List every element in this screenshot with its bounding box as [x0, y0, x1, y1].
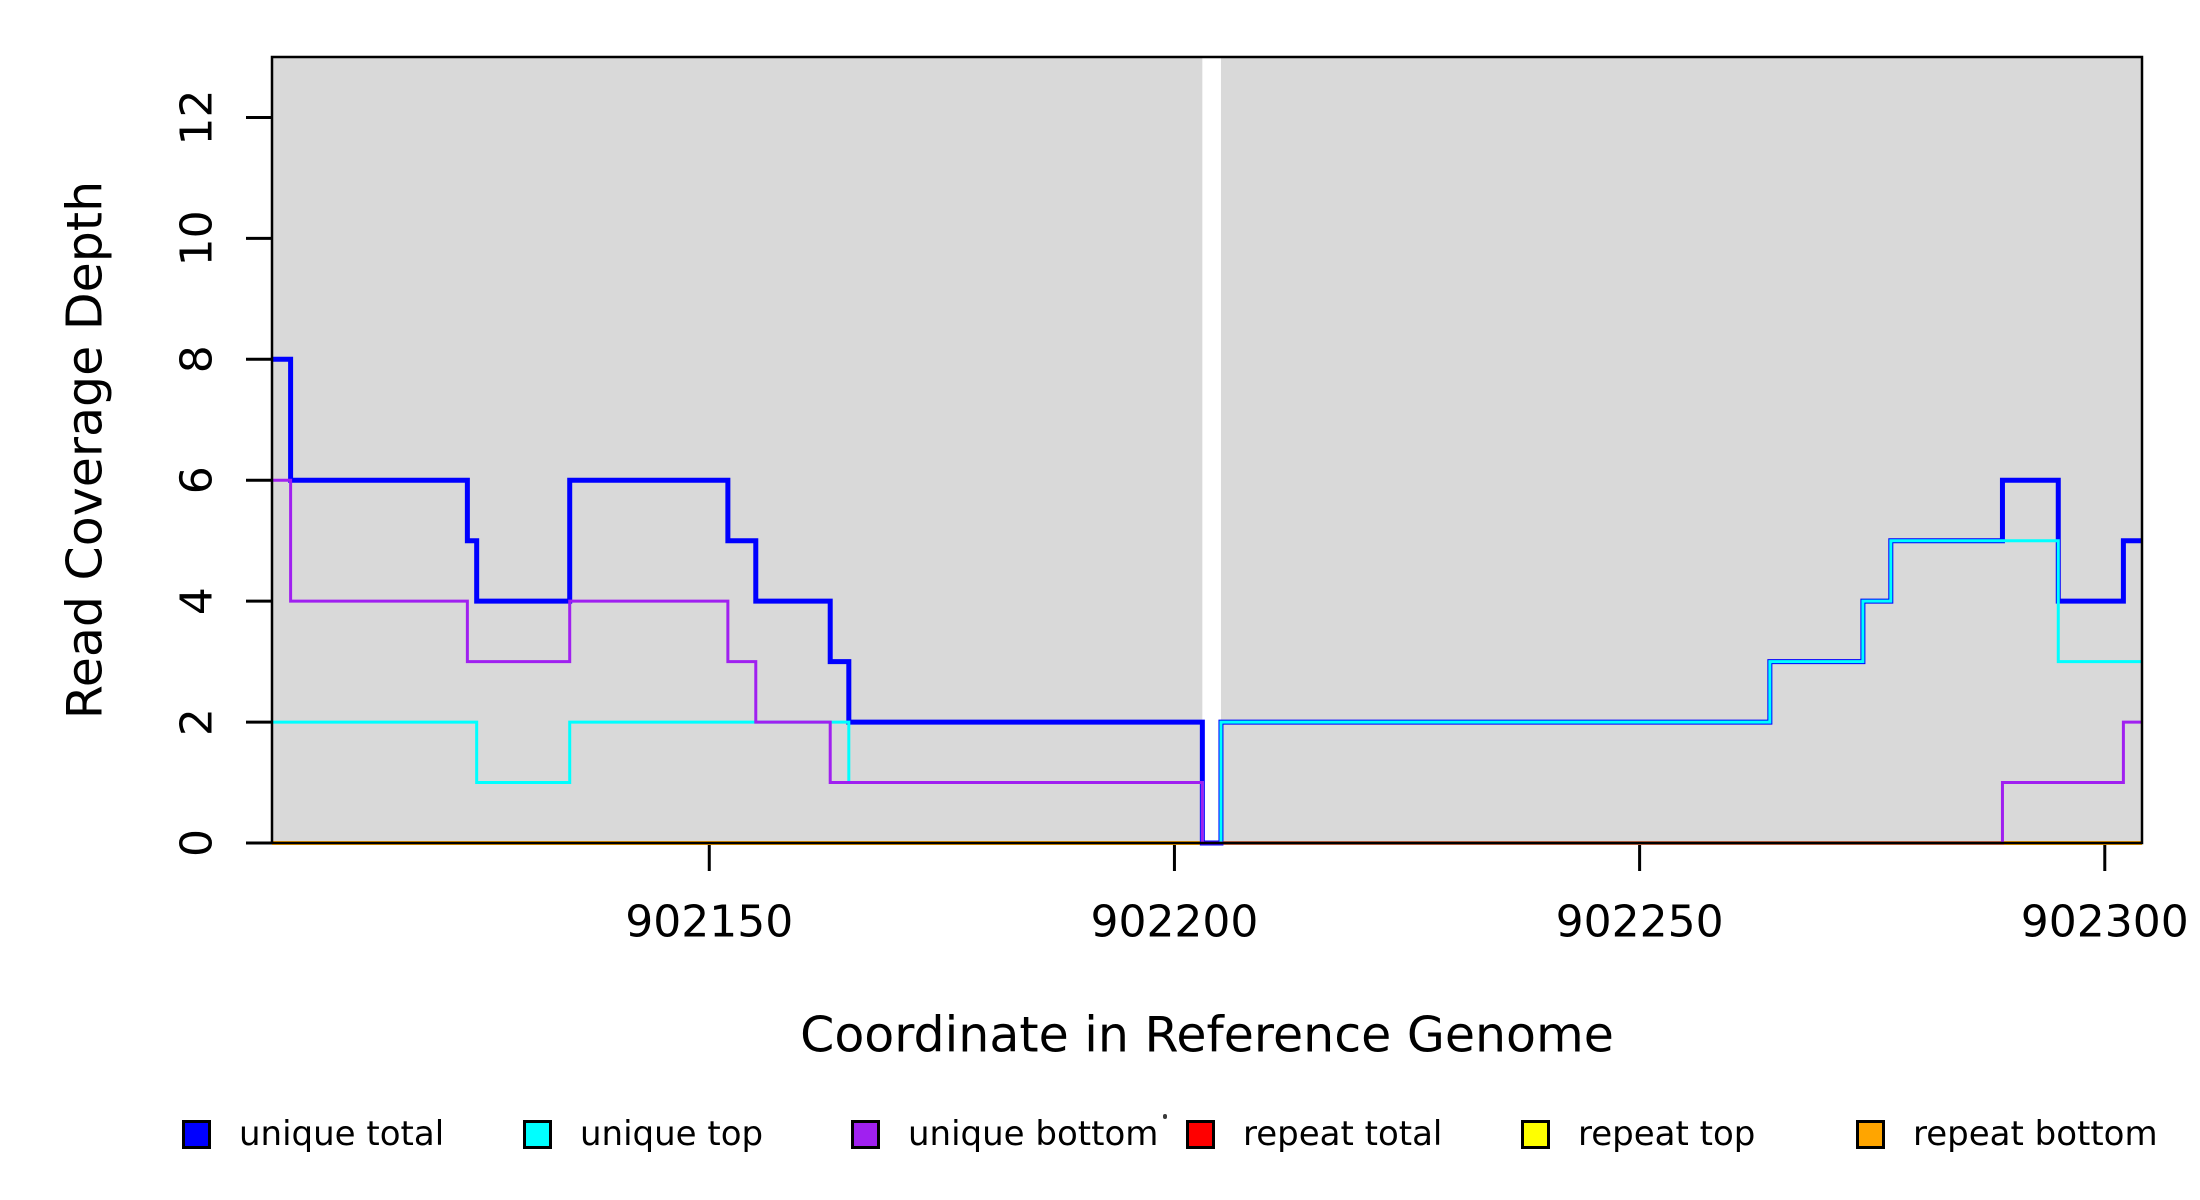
y-tick-label: 8 [172, 345, 223, 373]
x-axis-title: Coordinate in Reference Genome [800, 1006, 1614, 1064]
y-tick-label: 12 [172, 89, 223, 145]
y-tick-label: 4 [172, 587, 223, 615]
y-tick-label: 10 [172, 210, 223, 266]
x-tick-label: 902200 [1090, 897, 1258, 948]
series-line-unique-bottom [272, 478, 2142, 845]
x-tick-label: 902300 [2021, 897, 2189, 948]
series-line-unique-top [272, 539, 2142, 845]
plot-background-region [272, 57, 1203, 843]
y-tick-label: 0 [172, 829, 223, 857]
x-tick-label: 902250 [1556, 897, 1724, 948]
series-line-unique-total [272, 356, 2142, 846]
stray-dot [1163, 1114, 1167, 1119]
plot-background-region [1220, 57, 2142, 843]
plot-box [270, 55, 2144, 845]
y-tick-label: 2 [172, 708, 223, 736]
y-axis-title: Read Coverage Depth [56, 180, 114, 720]
x-tick-label: 902150 [625, 897, 793, 948]
y-tick-label: 6 [172, 466, 223, 494]
